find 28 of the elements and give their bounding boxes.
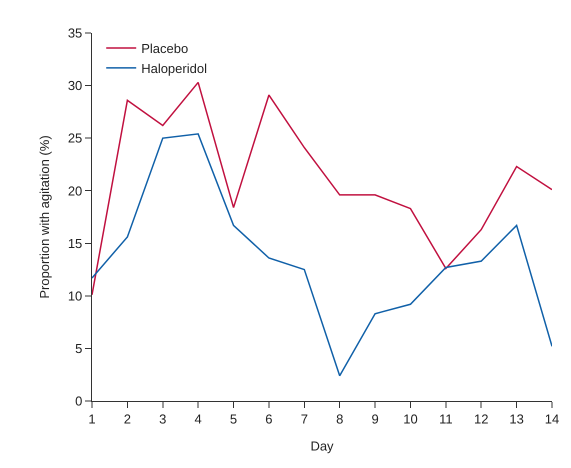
- y-tick-label: 5: [75, 340, 82, 356]
- x-tick-label: 12: [474, 412, 488, 427]
- line-series: [92, 82, 552, 296]
- y-tick-label: 0: [75, 394, 82, 409]
- y-axis-title: Proportion with agitation (%): [36, 135, 52, 299]
- x-tick-label: 10: [403, 412, 418, 427]
- x-tick-label: 14: [544, 412, 560, 427]
- x-tick-label: 9: [371, 412, 379, 427]
- x-tick-label: 13: [509, 412, 524, 427]
- x-tick-label: 4: [194, 412, 202, 427]
- x-tick-label: 5: [230, 412, 238, 427]
- line-series: [92, 133, 552, 377]
- legend-label: Placebo: [141, 41, 188, 56]
- x-axis-title: Day: [310, 438, 334, 454]
- legend-label: Haloperidol: [141, 60, 208, 76]
- y-tick-label: 20: [68, 183, 82, 198]
- x-tick-label: 8: [336, 412, 344, 427]
- x-tick-label: 3: [159, 412, 166, 427]
- y-tick-label: 25: [68, 130, 82, 146]
- x-tick-label: 11: [439, 412, 453, 427]
- x-tick-label: 7: [300, 412, 308, 427]
- y-tick-label: 35: [68, 26, 82, 41]
- x-tick-label: 2: [124, 412, 131, 427]
- x-tick-label: 6: [265, 412, 273, 427]
- y-tick-label: 15: [68, 236, 82, 251]
- y-tick-label: 10: [68, 288, 82, 304]
- x-tick-label: 1: [88, 412, 96, 427]
- y-tick-label: 30: [68, 78, 82, 94]
